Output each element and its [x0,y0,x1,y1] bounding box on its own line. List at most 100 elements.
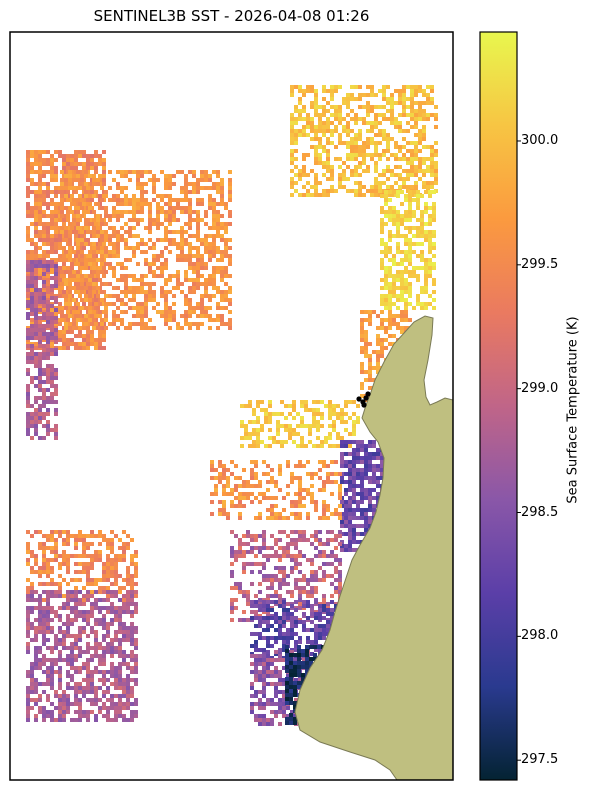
sst-pixel [258,598,262,602]
sst-pixel [362,149,366,153]
sst-pixel [220,202,224,206]
sst-pixel [124,274,128,278]
sst-pixel [208,174,212,178]
sst-pixel [86,674,90,678]
sst-pixel [42,436,46,440]
sst-pixel [314,632,318,636]
sst-pixel [30,272,34,276]
sst-pixel [372,444,376,448]
sst-pixel [180,326,184,330]
sst-pixel [82,630,86,634]
sst-pixel [54,412,58,416]
sst-pixel [94,222,98,226]
sst-pixel [130,558,134,562]
sst-pixel [38,530,42,534]
sst-pixel [294,578,298,582]
sst-pixel [354,121,358,125]
sst-pixel [386,117,390,121]
sst-pixel [224,290,228,294]
sst-pixel [172,310,176,314]
sst-pixel [116,278,120,282]
sst-pixel [122,542,126,546]
sst-pixel [270,480,274,484]
sst-pixel [80,234,84,238]
sst-pixel [124,290,128,294]
sst-pixel [222,484,226,488]
sst-pixel [50,158,54,162]
sst-pixel [420,250,424,254]
sst-pixel [140,306,144,310]
sst-pixel [124,198,128,202]
sst-pixel [286,516,290,520]
sst-pixel [118,614,122,618]
sst-pixel [314,612,318,616]
sst-pixel [66,626,70,630]
sst-pixel [86,198,90,202]
sst-pixel [350,85,354,89]
sst-pixel [266,480,270,484]
sst-pixel [384,266,388,270]
sst-pixel [148,202,152,206]
sst-pixel [356,468,360,472]
sst-pixel [266,574,270,578]
sst-pixel [262,616,266,620]
sst-pixel [144,258,148,262]
sst-pixel [98,590,102,594]
sst-pixel [204,266,208,270]
sst-pixel [106,646,110,650]
sst-pixel [80,230,84,234]
sst-pixel [362,145,366,149]
sst-pixel [400,326,404,330]
sst-pixel [50,582,54,586]
sst-pixel [262,648,266,652]
sst-pixel [326,161,330,165]
sst-pixel [326,101,330,105]
sst-pixel [402,89,406,93]
sst-pixel [62,694,66,698]
sst-pixel [318,516,322,520]
sst-pixel [62,594,66,598]
sst-pixel [116,198,120,202]
sst-pixel [248,400,252,404]
sst-pixel [74,686,78,690]
sst-pixel [430,153,434,157]
sst-pixel [258,562,262,566]
sst-pixel [42,170,46,174]
sst-pixel [62,690,66,694]
sst-pixel [432,210,436,214]
sst-pixel [50,686,54,690]
sst-pixel [404,298,408,302]
sst-pixel [38,230,42,234]
sst-pixel [332,444,336,448]
sst-pixel [302,129,306,133]
sst-pixel [38,308,42,312]
sst-pixel [390,101,394,105]
sst-pixel [30,296,34,300]
sst-pixel [316,424,320,428]
sst-pixel [114,702,118,706]
sst-pixel [330,85,334,89]
sst-pixel [34,690,38,694]
sst-pixel [50,558,54,562]
sst-pixel [34,626,38,630]
sst-pixel [278,472,282,476]
sst-pixel [400,314,404,318]
sst-pixel [404,218,408,222]
sst-pixel [102,534,106,538]
sst-pixel [358,149,362,153]
sst-pixel [74,586,78,590]
sst-pixel [126,682,130,686]
sst-pixel [82,546,86,550]
sst-pixel [314,640,318,644]
sst-pixel [148,294,152,298]
sst-pixel [398,129,402,133]
sst-pixel [152,198,156,202]
sst-pixel [422,93,426,97]
sst-pixel [310,137,314,141]
sst-pixel [340,520,344,524]
sst-pixel [42,226,46,230]
sst-pixel [64,314,68,318]
sst-pixel [46,230,50,234]
sst-pixel [26,702,30,706]
sst-pixel [110,666,114,670]
